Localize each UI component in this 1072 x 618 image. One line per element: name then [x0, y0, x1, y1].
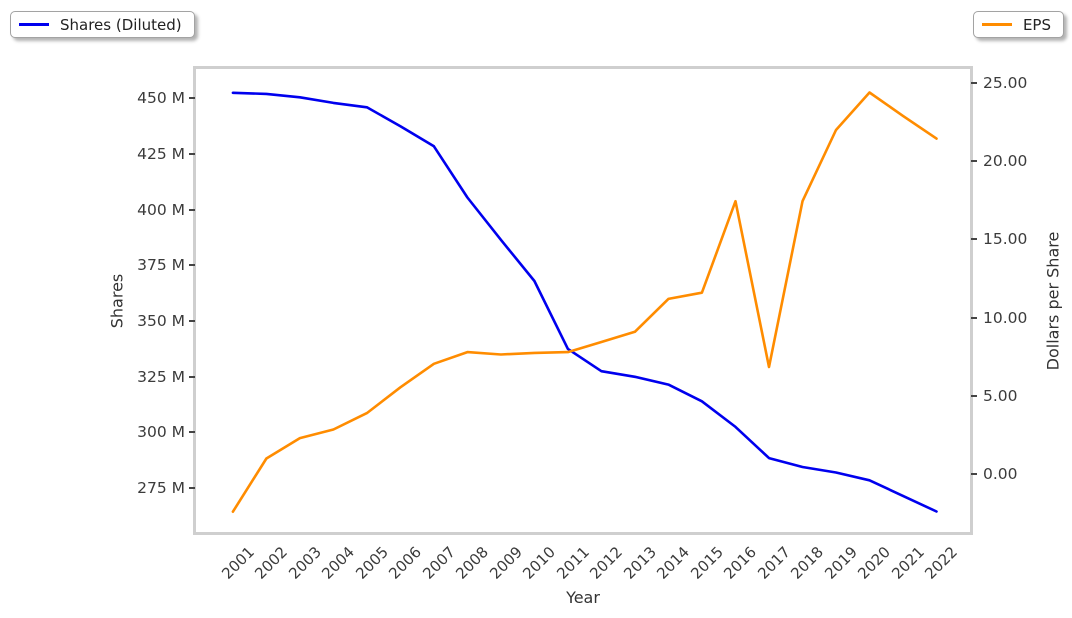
y-right-tick-label: 15.00 — [983, 230, 1028, 249]
legend-eps: EPS — [972, 11, 1064, 38]
y-right-tick-mark — [971, 82, 977, 85]
y-right-tick-label: 25.00 — [983, 74, 1028, 93]
y-left-tick-mark — [189, 264, 195, 267]
y-left-tick-label: 425 M — [137, 145, 185, 164]
y-left-tick-mark — [189, 487, 195, 490]
y-left-tick-label: 450 M — [137, 89, 185, 108]
plot-area — [193, 66, 973, 535]
eps-legend-label: EPS — [1022, 15, 1051, 34]
y-right-tick-label: 5.00 — [983, 386, 1018, 405]
y-right-tick-mark — [971, 160, 977, 163]
shares-diluted-line — [231, 91, 938, 513]
legend-shares: Shares (Diluted) — [10, 11, 195, 38]
shares-legend-line-icon — [19, 23, 49, 26]
eps-line — [231, 91, 938, 514]
y-right-tick-mark — [971, 238, 977, 241]
y-left-tick-label: 300 M — [137, 423, 185, 442]
y-left-axis-title: Shares — [107, 273, 127, 329]
y-left-tick-mark — [189, 320, 195, 323]
y-right-axis-title: Dollars per Share — [1043, 231, 1063, 371]
y-left-tick-mark — [189, 153, 195, 156]
y-right-tick-mark — [971, 394, 977, 397]
y-right-tick-label: 20.00 — [983, 152, 1028, 171]
y-right-tick-label: 10.00 — [983, 308, 1028, 327]
y-left-tick-mark — [189, 208, 195, 211]
eps-legend-line-icon — [981, 23, 1012, 26]
shares-legend-label: Shares (Diluted) — [60, 15, 182, 34]
y-left-tick-label: 375 M — [137, 256, 185, 275]
y-left-tick-mark — [189, 431, 195, 434]
y-left-tick-label: 325 M — [137, 367, 185, 386]
y-left-tick-mark — [189, 97, 195, 100]
y-left-tick-label: 350 M — [137, 312, 185, 331]
y-left-tick-label: 275 M — [137, 479, 185, 498]
y-left-tick-mark — [189, 375, 195, 378]
x-axis-title: Year — [566, 588, 600, 607]
y-right-tick-label: 0.00 — [983, 465, 1018, 484]
y-right-tick-mark — [971, 473, 977, 476]
y-left-tick-label: 400 M — [137, 200, 185, 219]
y-right-tick-mark — [971, 316, 977, 319]
